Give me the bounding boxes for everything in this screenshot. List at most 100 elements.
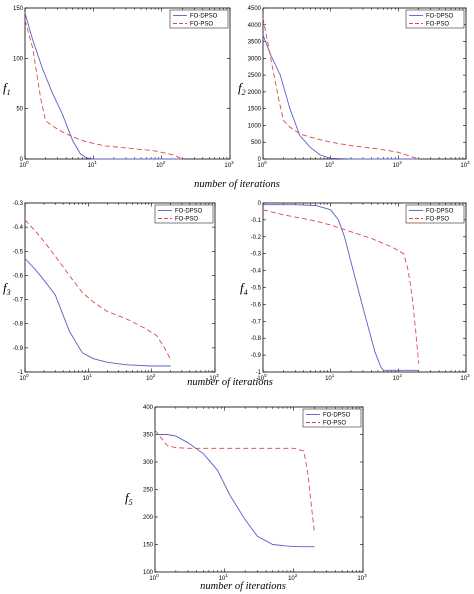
- chart-panel-2: 1001011021030500100015002000250030003500…: [238, 6, 470, 169]
- y-tick-label: 350: [143, 433, 154, 439]
- x-tick-label: 101: [219, 573, 229, 582]
- x-tick-exponent: 2: [153, 373, 156, 378]
- y-tick-label: 150: [13, 6, 24, 12]
- xaxis-caption-middle: number of iterations: [187, 377, 273, 388]
- x-tick-exponent: 1: [332, 373, 335, 378]
- x-tick-label: 102: [288, 573, 298, 582]
- x-tick-exponent: 0: [264, 160, 267, 165]
- y-tick-label: -0.9: [13, 346, 24, 352]
- y-tick-label: 100: [13, 56, 24, 62]
- x-tick-label: 101: [88, 160, 98, 169]
- plot-frame: [24, 202, 216, 373]
- y-tick-label: 3000: [248, 56, 262, 62]
- x-tick-label: 101: [325, 160, 335, 169]
- y-tick-label: 500: [251, 140, 262, 146]
- series-line-fo-dpso: [24, 12, 183, 160]
- y-axis-label: f2: [238, 80, 246, 97]
- y-tick-label: -0.8: [13, 322, 24, 328]
- x-tick-label: 103: [460, 373, 470, 382]
- chart-panel-4: 100101102103-1-0.9-0.8-0.7-0.6-0.5-0.4-0…: [240, 201, 470, 382]
- x-tick-label: 100: [19, 373, 29, 382]
- x-tick-exponent: 2: [295, 573, 298, 578]
- plot-frame: [262, 202, 467, 373]
- x-tick-label: 101: [325, 373, 335, 382]
- y-tick-label: 100: [143, 570, 154, 576]
- plot-frame: [262, 7, 467, 160]
- series-line-fo-pso: [262, 18, 419, 160]
- y-tick-label: 4000: [248, 23, 262, 29]
- legend: FO-DPSO FO-PSO: [154, 204, 214, 224]
- legend: FO-DPSO FO-PSO: [405, 9, 465, 29]
- legend-label: FO-PSO: [426, 22, 449, 28]
- x-tick-exponent: 3: [467, 373, 470, 378]
- y-tick-label: -0.1: [251, 218, 262, 224]
- legend-label: FO-PSO: [175, 217, 198, 223]
- xaxis-caption-bottom: number of iterations: [200, 581, 286, 592]
- y-tick-label: -0.4: [251, 269, 262, 275]
- x-tick-label: 100: [149, 573, 159, 582]
- x-tick-label: 103: [460, 160, 470, 169]
- y-axis-label-subscript: 4: [244, 288, 248, 297]
- x-tick-exponent: 3: [364, 573, 367, 578]
- y-tick-label: -1: [18, 370, 24, 376]
- y-axis-label-subscript: 5: [129, 498, 133, 507]
- legend-box: [405, 9, 465, 29]
- y-tick-label: -0.3: [13, 201, 24, 207]
- series-line-fo-pso: [262, 209, 420, 364]
- y-tick-label: 300: [143, 460, 154, 466]
- x-tick-label: 100: [257, 160, 267, 169]
- y-tick-label: -0.4: [13, 225, 24, 231]
- series-line-fo-pso: [24, 219, 172, 361]
- legend-label: FO-DPSO: [426, 14, 454, 20]
- legend-box: [405, 204, 465, 224]
- legend: FO-DPSO FO-PSO: [169, 9, 229, 29]
- y-tick-label: -0.5: [251, 286, 262, 292]
- y-tick-label: -0.7: [13, 298, 24, 304]
- chart-panel-5: 100101102103100150200250300350400f5FO-DP…: [125, 405, 367, 582]
- series-line-fo-dpso: [155, 434, 315, 548]
- legend-label: FO-DPSO: [426, 209, 454, 215]
- x-tick-label: 103: [209, 373, 219, 382]
- y-tick-label: 50: [16, 107, 23, 113]
- y-axis-label-subscript: 1: [7, 88, 11, 97]
- y-tick-label: 400: [143, 405, 154, 411]
- y-tick-label: -0.6: [251, 302, 262, 308]
- x-tick-exponent: 2: [399, 160, 402, 165]
- legend-label: FO-PSO: [190, 22, 213, 28]
- series-line-fo-pso: [24, 19, 183, 160]
- x-tick-label: 100: [19, 160, 29, 169]
- y-axis-label: f5: [125, 490, 133, 507]
- legend-label: FO-PSO: [323, 421, 346, 427]
- x-tick-exponent: 1: [225, 573, 228, 578]
- x-tick-label: 101: [83, 373, 93, 382]
- x-tick-exponent: 1: [332, 160, 335, 165]
- series-line-fo-dpso: [24, 258, 171, 367]
- y-tick-label: -0.3: [251, 252, 262, 258]
- x-tick-exponent: 2: [163, 160, 166, 165]
- x-tick-exponent: 1: [89, 373, 92, 378]
- legend: FO-DPSO FO-PSO: [405, 204, 465, 224]
- y-tick-label: 2500: [248, 73, 262, 79]
- y-tick-label: 150: [143, 543, 154, 549]
- y-tick-label: 3500: [248, 40, 262, 46]
- y-tick-label: -0.5: [13, 249, 24, 255]
- legend-label: FO-DPSO: [175, 209, 203, 215]
- legend-label: FO-DPSO: [323, 413, 351, 419]
- plot-frame: [154, 406, 364, 573]
- y-axis-label: f4: [240, 280, 248, 297]
- x-tick-exponent: 1: [94, 160, 97, 165]
- y-axis-label: f3: [3, 280, 11, 297]
- x-tick-exponent: 0: [156, 573, 159, 578]
- legend-label: FO-PSO: [426, 217, 449, 223]
- x-tick-exponent: 0: [26, 373, 29, 378]
- y-tick-label: 0: [258, 201, 262, 207]
- y-tick-label: 2000: [248, 90, 262, 96]
- legend-box: [302, 408, 362, 428]
- x-tick-exponent: 0: [26, 160, 29, 165]
- x-tick-label: 102: [156, 160, 166, 169]
- x-tick-label: 102: [393, 160, 403, 169]
- series-line-fo-dpso: [263, 204, 419, 371]
- plot-frame: [24, 7, 231, 160]
